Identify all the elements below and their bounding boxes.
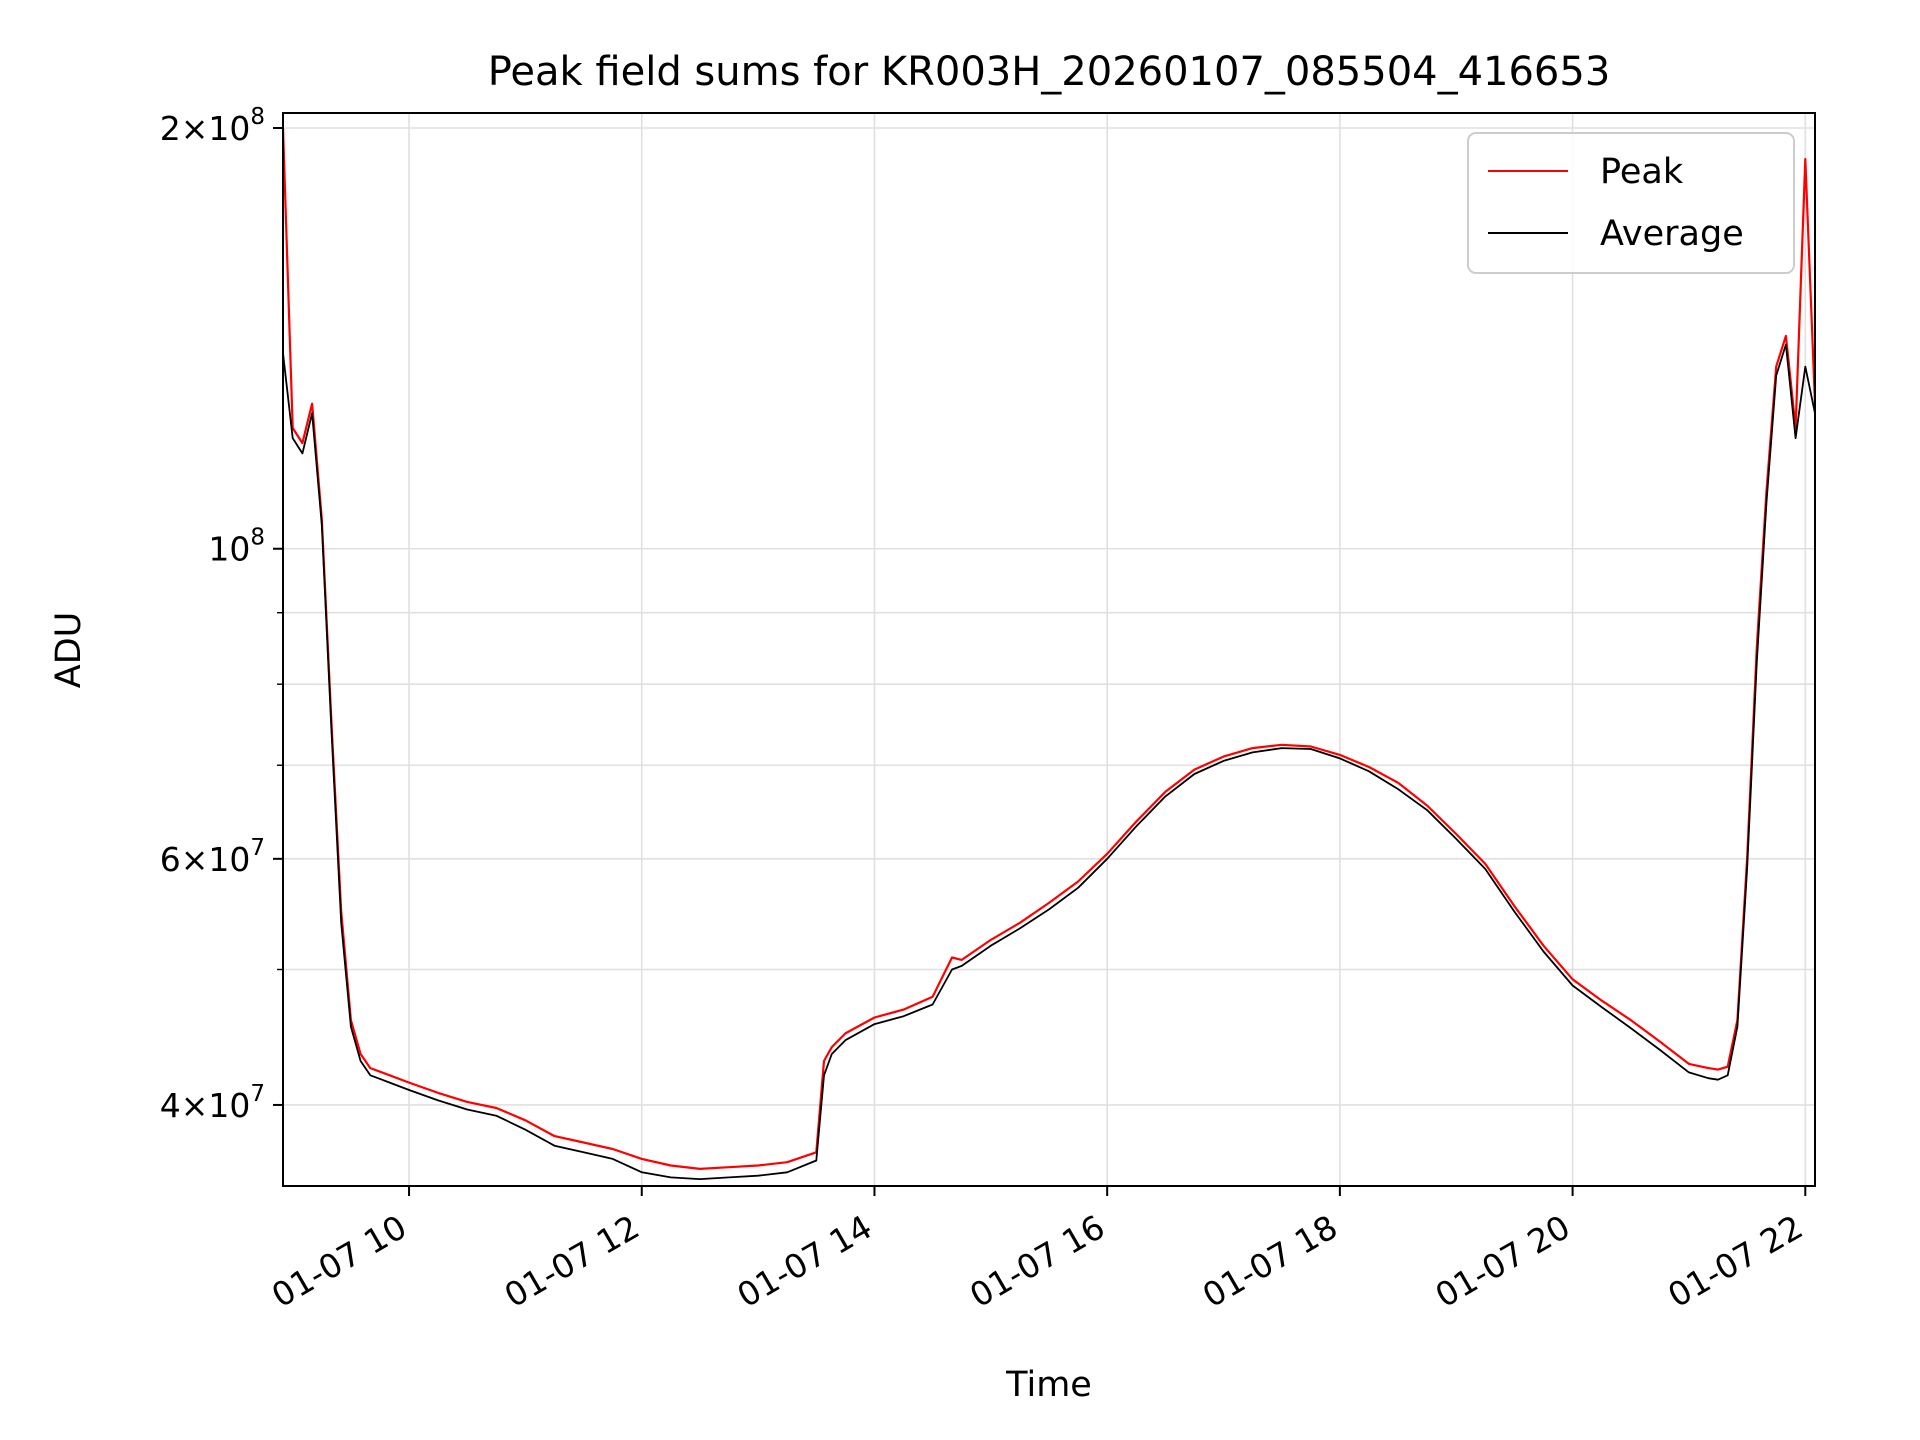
y-tick-exponent: 7 [250,1081,265,1107]
legend-label-average: Average [1600,214,1744,254]
series-layer [283,127,1815,1180]
y-tick-label: 6×107 [160,835,265,879]
y-tick-exponent: 7 [250,835,265,861]
grid-lines [283,113,1815,1186]
x-axis-label: Time [1005,1365,1092,1405]
y-tick-exponent: 8 [250,525,265,551]
chart-title: Peak field sums for KR003H_20260107_0855… [488,49,1611,95]
legend: Peak Average [1467,132,1795,274]
legend-label-peak: Peak [1600,152,1684,192]
y-axis-label: ADU [49,612,89,689]
y-tick-base: 4×10 [160,1086,251,1125]
y-tick-base: 6×10 [160,840,251,879]
y-tick-base: 2×10 [160,109,251,148]
y-tick-label: 4×107 [160,1081,265,1125]
y-tick-exponent: 8 [250,104,265,130]
y-tick-label: 108 [208,525,265,569]
plot-area-frame [282,112,1816,1187]
y-tick-label: 2×108 [160,104,265,148]
legend-box [1467,132,1795,274]
series-line-peak [283,127,1815,1171]
y-tick-base: 10 [208,530,250,569]
series-line-average [283,343,1815,1180]
